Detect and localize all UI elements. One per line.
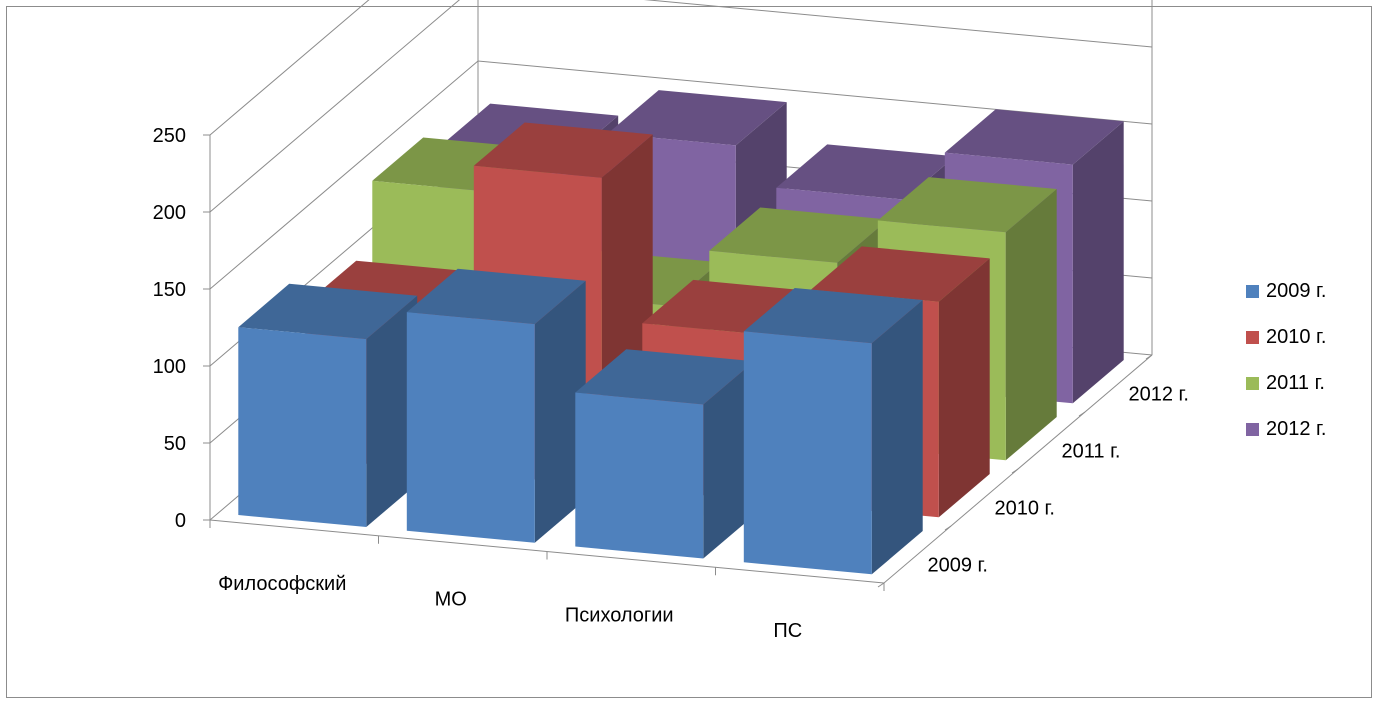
y-tick-label-0: 0 bbox=[175, 510, 186, 532]
bar-side bbox=[871, 300, 923, 575]
y-tick-label-250: 250 bbox=[153, 125, 186, 147]
chart-bars bbox=[238, 90, 1124, 575]
bar-top bbox=[810, 246, 990, 302]
legend-label-2010: 2010 г. bbox=[1266, 325, 1327, 348]
depth-label-3: 2011 г. bbox=[1062, 441, 1121, 463]
legend-label-2012: 2012 г. bbox=[1266, 417, 1327, 440]
depth-label-1: 2009 г. bbox=[928, 555, 988, 577]
bar-side bbox=[1005, 189, 1057, 461]
legend-item-2009: 2009 г. bbox=[1246, 268, 1364, 314]
legend-swatch-2012 bbox=[1246, 422, 1259, 436]
bar-2009-2 bbox=[406, 268, 586, 543]
bar-side bbox=[938, 258, 990, 518]
bar-top bbox=[776, 144, 956, 200]
legend-swatch-2009 bbox=[1246, 284, 1259, 298]
bar-side bbox=[366, 295, 418, 527]
depth-tick-1 bbox=[944, 525, 952, 531]
chart-legend: 2009 г. 2010 г. 2011 г. 2012 г. bbox=[1246, 268, 1364, 452]
gridline-200 bbox=[209, 0, 1153, 213]
bar-top bbox=[743, 288, 923, 344]
y-tick-label-200: 200 bbox=[153, 202, 186, 224]
legend-item-2011: 2011 г. bbox=[1246, 360, 1364, 406]
bar-front bbox=[406, 312, 535, 543]
bar-front bbox=[238, 327, 367, 527]
bar-front bbox=[743, 331, 872, 575]
bar-2009-3 bbox=[575, 349, 755, 559]
category-label-3: Психологии bbox=[565, 604, 674, 626]
depth-label-4: 2012 г. bbox=[1129, 384, 1189, 406]
y-tick-label-50: 50 bbox=[164, 433, 186, 455]
legend-label-2011: 2011 г. bbox=[1266, 371, 1325, 394]
bar-top bbox=[473, 122, 653, 178]
bar-top bbox=[238, 283, 418, 340]
depth-tick-0 bbox=[877, 582, 885, 588]
legend-item-2010: 2010 г. bbox=[1246, 314, 1364, 360]
bar-front bbox=[575, 392, 704, 559]
chart-labels: 0 50 100 150 200 250 Философский МО Психологии ПС… bbox=[153, 125, 1189, 642]
bar-top bbox=[607, 90, 787, 146]
bar-side bbox=[1072, 121, 1124, 404]
depth-tick-2 bbox=[1011, 468, 1019, 474]
depth-label-2: 2010 г. bbox=[995, 498, 1055, 520]
bar-side bbox=[534, 280, 586, 543]
category-label-2: МО bbox=[435, 589, 467, 611]
bar-top bbox=[877, 177, 1057, 233]
bar-2009-1 bbox=[238, 283, 418, 527]
bar-top bbox=[709, 207, 889, 263]
bar-top bbox=[575, 349, 755, 405]
bar-2009-4 bbox=[743, 288, 923, 575]
depth-tick-4 bbox=[1145, 354, 1153, 360]
legend-swatch-2010 bbox=[1246, 330, 1259, 344]
depth-tick-3 bbox=[1078, 411, 1086, 417]
y-tick-label-100: 100 bbox=[153, 356, 186, 378]
gridline-250 bbox=[209, 0, 370, 136]
category-label-4: ПС bbox=[773, 620, 802, 642]
bar-side bbox=[703, 361, 755, 559]
legend-label-2009: 2009 г. bbox=[1266, 279, 1327, 302]
bar-top bbox=[406, 268, 586, 325]
legend-swatch-2011 bbox=[1246, 376, 1259, 390]
y-tick-label-150: 150 bbox=[153, 279, 186, 301]
bar-top bbox=[944, 109, 1124, 165]
legend-item-2012: 2012 г. bbox=[1246, 406, 1364, 452]
category-label-1: Философский bbox=[218, 573, 346, 595]
